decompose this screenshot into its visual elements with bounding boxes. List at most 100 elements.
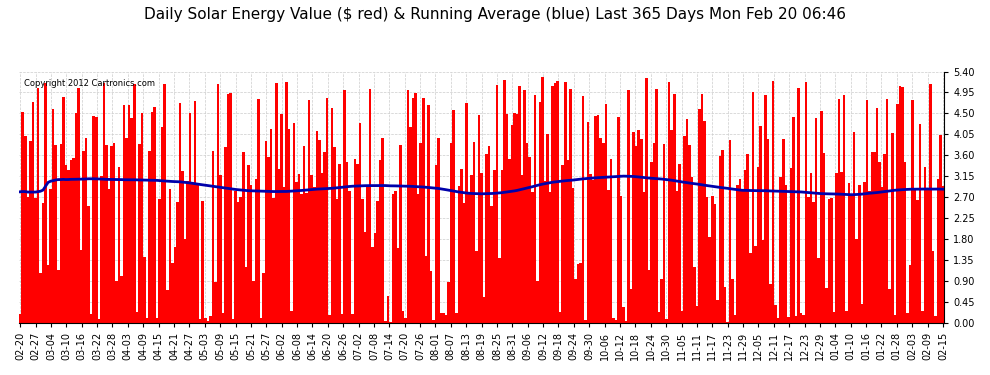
Bar xyxy=(265,141,267,322)
Bar xyxy=(888,290,891,322)
Bar xyxy=(556,81,559,322)
Bar xyxy=(409,127,412,322)
Bar xyxy=(298,174,300,322)
Bar xyxy=(630,289,633,322)
Bar xyxy=(98,319,100,322)
Bar xyxy=(917,200,919,322)
Bar xyxy=(126,138,128,322)
Bar xyxy=(850,196,853,322)
Bar xyxy=(67,170,69,322)
Bar xyxy=(602,143,605,322)
Bar xyxy=(628,90,630,322)
Bar xyxy=(876,108,878,322)
Bar xyxy=(823,153,825,322)
Bar xyxy=(452,110,455,322)
Bar xyxy=(701,94,704,322)
Bar xyxy=(199,320,202,322)
Bar xyxy=(909,265,911,322)
Bar xyxy=(32,102,35,322)
Bar xyxy=(746,153,749,322)
Bar xyxy=(941,186,944,322)
Bar xyxy=(587,122,589,322)
Bar xyxy=(420,143,422,322)
Bar xyxy=(404,318,407,322)
Bar xyxy=(868,191,871,322)
Bar xyxy=(146,318,148,322)
Bar xyxy=(110,146,113,322)
Bar xyxy=(493,170,496,322)
Bar xyxy=(394,191,397,322)
Bar xyxy=(878,162,881,322)
Bar xyxy=(323,152,326,322)
Bar xyxy=(74,113,77,322)
Bar xyxy=(308,100,311,322)
Bar xyxy=(475,251,478,322)
Bar xyxy=(209,316,212,322)
Bar xyxy=(232,320,235,322)
Bar xyxy=(561,165,564,322)
Bar xyxy=(732,279,734,322)
Bar xyxy=(219,175,222,322)
Bar xyxy=(597,115,600,322)
Bar xyxy=(430,271,433,322)
Bar xyxy=(128,105,131,322)
Bar xyxy=(860,304,863,322)
Bar xyxy=(166,290,168,322)
Bar xyxy=(633,132,635,322)
Bar xyxy=(742,190,743,322)
Bar xyxy=(914,188,917,322)
Bar xyxy=(498,258,501,322)
Bar xyxy=(344,90,346,322)
Bar xyxy=(376,201,379,322)
Bar xyxy=(433,320,435,322)
Bar xyxy=(386,296,389,322)
Bar xyxy=(800,313,802,322)
Bar xyxy=(422,98,425,322)
Bar xyxy=(313,188,316,322)
Bar xyxy=(842,95,845,322)
Bar xyxy=(592,180,594,322)
Bar xyxy=(29,141,32,322)
Bar xyxy=(820,111,823,322)
Bar xyxy=(153,107,155,322)
Bar xyxy=(24,136,27,322)
Bar xyxy=(571,189,574,322)
Bar xyxy=(526,143,529,322)
Bar xyxy=(693,267,696,322)
Bar xyxy=(584,320,587,322)
Bar xyxy=(249,186,252,322)
Bar xyxy=(825,288,828,322)
Bar xyxy=(589,174,592,322)
Bar xyxy=(136,312,138,322)
Bar xyxy=(610,159,612,322)
Bar xyxy=(759,126,761,322)
Bar xyxy=(90,314,92,322)
Bar xyxy=(217,84,219,322)
Bar xyxy=(612,318,615,322)
Bar xyxy=(254,180,257,322)
Bar xyxy=(805,82,807,322)
Bar xyxy=(650,162,652,322)
Bar xyxy=(248,165,249,322)
Bar xyxy=(123,105,126,322)
Bar xyxy=(668,82,670,322)
Bar xyxy=(85,138,87,322)
Bar xyxy=(407,90,409,322)
Bar xyxy=(316,131,318,322)
Bar xyxy=(696,306,698,322)
Bar xyxy=(113,143,115,322)
Bar xyxy=(647,270,650,322)
Bar xyxy=(929,84,932,322)
Bar xyxy=(551,86,553,322)
Bar xyxy=(285,82,288,322)
Bar xyxy=(381,138,384,322)
Bar xyxy=(288,129,290,322)
Bar xyxy=(524,90,526,322)
Bar xyxy=(412,98,415,322)
Bar xyxy=(115,282,118,322)
Bar xyxy=(594,116,597,322)
Bar xyxy=(756,167,759,322)
Bar xyxy=(836,173,838,322)
Bar xyxy=(305,193,308,322)
Bar xyxy=(62,97,64,322)
